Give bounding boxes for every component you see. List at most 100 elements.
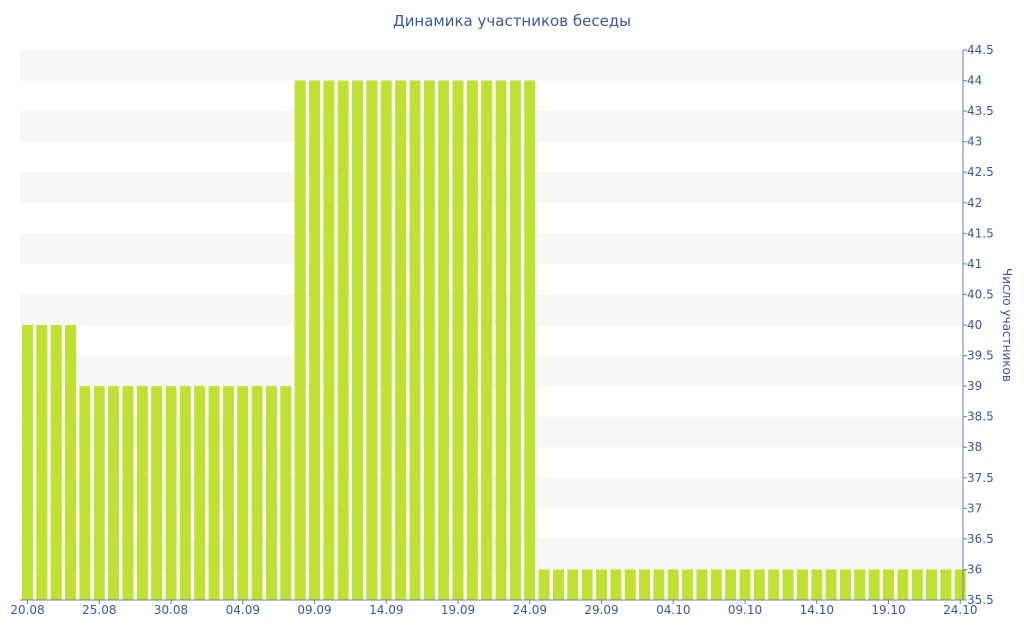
bar-03.09 <box>222 386 234 600</box>
grid-band <box>20 50 963 81</box>
bar-06.09 <box>265 386 277 600</box>
x-tick-label: 04.09 <box>226 603 260 617</box>
bar-15.10 <box>825 569 837 600</box>
bar-02.10 <box>639 569 651 600</box>
bar-04.09 <box>237 386 249 600</box>
bar-13.10 <box>796 569 808 600</box>
bar-17.09 <box>423 80 435 600</box>
x-tick-label: 20.08 <box>10 603 44 617</box>
y-axis-title: Число участников <box>1000 268 1014 382</box>
bar-14.10 <box>811 569 823 600</box>
x-tick-label: 24.10 <box>943 603 977 617</box>
bar-20.09 <box>466 80 478 600</box>
x-tick-label: 14.10 <box>800 603 834 617</box>
x-tick-label: 19.10 <box>871 603 905 617</box>
bar-27.09 <box>567 569 579 600</box>
bar-16.10 <box>839 569 851 600</box>
bar-14.09 <box>380 80 392 600</box>
axes <box>20 49 967 604</box>
y-tick-label: 41.5 <box>967 226 994 240</box>
x-tick-labels: 20.08 25.08 30.08 04.09 09.09 14.09 19.09 24.09… <box>10 603 977 617</box>
bar-02.09 <box>208 386 220 600</box>
bar-24.10 <box>954 569 966 600</box>
bar-07.10 <box>710 569 722 600</box>
x-tick-label: 09.09 <box>297 603 331 617</box>
bar-23.08 <box>65 325 77 600</box>
bar-17.10 <box>854 569 866 600</box>
bar-08.10 <box>725 569 737 600</box>
bar-29.08 <box>151 386 163 600</box>
y-tick-label: 37.5 <box>967 471 994 485</box>
y-tick-label: 44 <box>967 74 982 88</box>
bar-19.10 <box>883 569 894 600</box>
bar-12.09 <box>352 80 364 600</box>
x-tick-label: 19.09 <box>441 603 475 617</box>
y-tick-label: 39.5 <box>967 349 994 363</box>
bar-09.09 <box>309 80 320 600</box>
y-tick-label: 37 <box>967 501 982 515</box>
bar-20.08 <box>22 325 33 600</box>
bar-18.10 <box>868 569 880 600</box>
y-tick-label: 38.5 <box>967 410 994 424</box>
bar-28.08 <box>136 386 148 600</box>
y-tick-label: 38 <box>967 440 982 454</box>
x-tick-label: 25.08 <box>82 603 116 617</box>
bar-16.09 <box>409 80 421 600</box>
bar-22.08 <box>50 325 62 600</box>
y-tick-label: 36 <box>967 562 982 576</box>
bar-30.08 <box>165 386 177 600</box>
y-tick-label: 35.5 <box>967 593 994 607</box>
bar-21.08 <box>36 325 48 600</box>
bar-15.09 <box>395 80 407 600</box>
bar-24.09 <box>524 80 536 600</box>
y-tick-label: 42.5 <box>967 165 994 179</box>
y-tick-label: 41 <box>967 257 982 271</box>
x-tick-label: 09.10 <box>728 603 762 617</box>
bar-22.10 <box>926 569 938 600</box>
y-tick-label: 40 <box>967 318 982 332</box>
bar-25.09 <box>538 569 550 600</box>
bar-01.09 <box>194 386 206 600</box>
bar-05.10 <box>682 569 694 600</box>
y-tick-label: 43 <box>967 135 982 149</box>
bar-28.09 <box>581 569 593 600</box>
y-tick-label: 36.5 <box>967 532 994 546</box>
x-tick-label: 14.09 <box>369 603 403 617</box>
bar-26.08 <box>108 386 120 600</box>
bar-03.10 <box>653 569 665 600</box>
chart-title: Динамика участников беседы <box>392 12 632 30</box>
bar-23.10 <box>940 569 952 600</box>
y-tick-label: 44.5 <box>967 43 994 57</box>
bar-22.09 <box>495 80 507 600</box>
bar-24.08 <box>79 386 91 600</box>
bar-08.09 <box>294 80 306 600</box>
bar-29.09 <box>596 569 607 600</box>
bar-12.10 <box>782 569 794 600</box>
bar-11.09 <box>337 80 349 600</box>
bar-30.09 <box>610 569 622 600</box>
bar-09.10 <box>739 569 751 600</box>
bar-10.09 <box>323 80 335 600</box>
bar-05.09 <box>251 386 263 600</box>
bar-07.09 <box>280 386 292 600</box>
bar-11.10 <box>768 569 780 600</box>
bar-06.10 <box>696 569 708 600</box>
bars <box>22 80 966 600</box>
x-tick-label: 24.09 <box>513 603 547 617</box>
bar-01.10 <box>624 569 636 600</box>
bar-13.09 <box>366 80 378 600</box>
bar-18.09 <box>438 80 450 600</box>
x-tick-label: 04.10 <box>656 603 690 617</box>
bar-21.10 <box>911 569 923 600</box>
bar-20.10 <box>897 569 909 600</box>
y-tick-labels: 35.5 36 36.5 37 37.5 38 38.5 39 39.5 40 40.5 41 41.5… <box>967 43 994 607</box>
bar-27.08 <box>122 386 134 600</box>
bar-19.09 <box>452 80 464 600</box>
x-tick-label: 30.08 <box>154 603 188 617</box>
x-tick-label: 29.09 <box>584 603 618 617</box>
bar-26.09 <box>552 569 564 600</box>
bar-04.10 <box>667 569 679 600</box>
bar-21.09 <box>481 80 493 600</box>
y-tick-label: 42 <box>967 196 982 210</box>
